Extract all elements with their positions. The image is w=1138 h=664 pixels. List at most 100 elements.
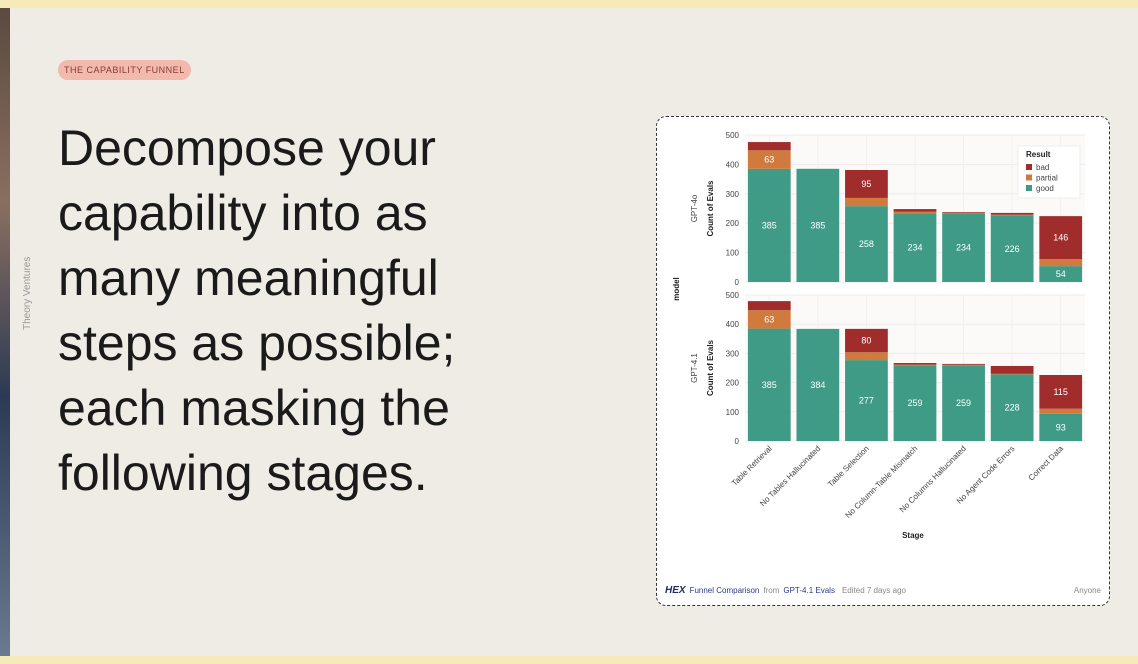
value-label: 63 bbox=[764, 314, 774, 324]
legend-swatch bbox=[1026, 164, 1032, 170]
value-label: 277 bbox=[859, 396, 874, 406]
value-label: 93 bbox=[1056, 422, 1066, 432]
bar-segment bbox=[942, 364, 985, 366]
bar-segment bbox=[942, 365, 985, 441]
value-label: 226 bbox=[1005, 244, 1020, 254]
footer: HEX Funnel Comparison from GPT-4.1 Evals… bbox=[665, 585, 1101, 596]
value-label: 384 bbox=[810, 380, 825, 390]
logo: HEX bbox=[665, 585, 686, 596]
value-label: 63 bbox=[764, 155, 774, 165]
bar-segment bbox=[1039, 259, 1083, 267]
sidebar: Theory Ventures bbox=[22, 256, 33, 330]
value-label: 95 bbox=[861, 179, 871, 189]
value-label: 259 bbox=[956, 398, 971, 408]
legend-swatch bbox=[1026, 174, 1032, 181]
x-axis-label: Stage bbox=[902, 531, 924, 540]
bar-segment bbox=[1039, 408, 1083, 414]
bar-segment bbox=[747, 168, 791, 282]
bar-segment bbox=[845, 352, 888, 361]
y-tick-label: 200 bbox=[726, 379, 740, 388]
y-tick-label: 300 bbox=[726, 190, 740, 199]
bar-segment bbox=[990, 215, 1034, 282]
value-label: 228 bbox=[1005, 403, 1020, 413]
bar-segment bbox=[747, 301, 791, 311]
value-label: 385 bbox=[810, 220, 825, 230]
value-label: 80 bbox=[861, 336, 871, 346]
bar-segment bbox=[1039, 266, 1083, 282]
bar-segment bbox=[893, 363, 937, 365]
bar-segment bbox=[893, 364, 937, 366]
value-label: 234 bbox=[907, 243, 922, 253]
bar-segment bbox=[893, 211, 937, 214]
bar-segment bbox=[747, 328, 791, 441]
bar-segment bbox=[1039, 375, 1083, 409]
bar-segment bbox=[1039, 413, 1083, 441]
edge-image bbox=[0, 8, 10, 656]
y-axis-label: Count of Evals bbox=[706, 180, 715, 237]
chart: 0 100 200 300 400 500 GPT-4o Count of Evals 385 6… bbox=[672, 131, 1085, 540]
facet-label: GPT-4.1 bbox=[690, 353, 699, 383]
value-label: 385 bbox=[762, 220, 777, 230]
bar-segment bbox=[845, 328, 888, 353]
bar-segment bbox=[990, 373, 1034, 375]
x-tick-label: Table Selection bbox=[826, 444, 871, 489]
legend-title: Result bbox=[1026, 150, 1051, 159]
bar-segment bbox=[845, 169, 888, 198]
top-strip bbox=[0, 0, 1138, 8]
bar-segment bbox=[796, 328, 840, 441]
bar-segment bbox=[747, 150, 791, 169]
y-tick-label: 0 bbox=[735, 437, 740, 446]
bar-segment bbox=[990, 212, 1034, 215]
y-tick-label: 0 bbox=[735, 278, 740, 287]
y-tick-label: 100 bbox=[726, 408, 740, 417]
value-label: 146 bbox=[1053, 233, 1068, 243]
bar-segment bbox=[747, 142, 791, 151]
legend-label: good bbox=[1036, 184, 1054, 193]
bar-segment bbox=[796, 168, 840, 282]
bar-segment bbox=[942, 212, 985, 214]
value-label: 115 bbox=[1054, 387, 1068, 397]
x-tick-label: Table Retrieval bbox=[730, 444, 774, 488]
y-tick-label: 100 bbox=[726, 249, 740, 258]
bar-segment bbox=[845, 360, 888, 441]
bar-segment bbox=[845, 197, 888, 207]
legend-swatch bbox=[1026, 185, 1032, 191]
y-tick-label: 400 bbox=[726, 320, 740, 329]
access[interactable]: Anyone bbox=[1073, 586, 1101, 595]
from: from bbox=[763, 586, 780, 595]
value-label: 258 bbox=[859, 239, 874, 249]
headline: Decompose your capability into as many m… bbox=[58, 120, 456, 501]
y-tick-label: 400 bbox=[726, 160, 740, 169]
x-tick-label: Correct Data bbox=[1027, 444, 1066, 483]
bar-segment bbox=[1039, 216, 1083, 260]
bar-segment bbox=[893, 213, 937, 282]
bar-segment bbox=[893, 365, 937, 441]
tag: THE CAPABILITY FUNNEL bbox=[58, 60, 191, 80]
bar-segment bbox=[942, 212, 985, 213]
source[interactable]: GPT-4.1 Evals bbox=[783, 586, 835, 595]
chart-card: 0 100 200 300 400 500 GPT-4o Count of Evals 385 6… bbox=[656, 116, 1110, 606]
bar-segment bbox=[747, 310, 791, 329]
y-tick-label: 500 bbox=[726, 131, 740, 140]
y-tick-label: 200 bbox=[726, 219, 740, 228]
y-tick-label: 500 bbox=[726, 291, 740, 300]
bar-segment bbox=[990, 365, 1034, 374]
facet-label: GPT-4o bbox=[690, 194, 699, 222]
value-label: 234 bbox=[956, 243, 971, 253]
bar-segment bbox=[990, 214, 1034, 216]
legend-label: partial bbox=[1036, 174, 1058, 183]
title[interactable]: Funnel Comparison bbox=[689, 586, 760, 595]
bar-segment bbox=[845, 206, 888, 282]
edited: Edited 7 days ago bbox=[841, 586, 906, 595]
value-label: 259 bbox=[907, 398, 922, 408]
y-tick-label: 300 bbox=[726, 349, 740, 358]
bar-segment bbox=[942, 363, 985, 365]
value-label: 385 bbox=[762, 380, 777, 390]
value-label: 54 bbox=[1056, 269, 1066, 279]
legend-label: bad bbox=[1036, 163, 1049, 172]
bar-segment bbox=[990, 374, 1034, 441]
bar-segment bbox=[942, 213, 985, 282]
bottom-strip bbox=[0, 656, 1138, 664]
y-axis-label: Count of Evals bbox=[706, 339, 715, 396]
